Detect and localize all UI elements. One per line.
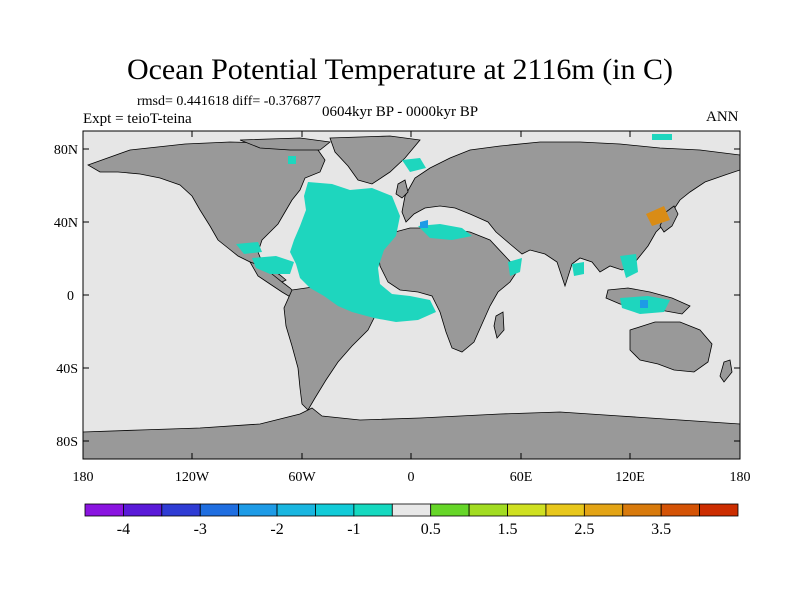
lat-label-40s: 40S — [56, 362, 78, 377]
colorbar-swatch — [430, 503, 470, 517]
anomaly-mediterranean — [418, 224, 472, 240]
colorbar-label: -3 — [194, 521, 207, 538]
colorbar-swatch — [468, 503, 508, 517]
lon-label-120w: 120W — [175, 470, 210, 485]
lat-label-40n: 40N — [54, 216, 78, 231]
colorbar-label: -1 — [347, 521, 360, 538]
colorbar-label: 3.5 — [651, 521, 671, 538]
lon-label-120e: 120E — [615, 470, 645, 485]
lon-ticks — [82, 131, 741, 459]
colorbar-swatch — [199, 503, 240, 517]
anomaly-arctic-2 — [288, 156, 296, 164]
lat-label-0: 0 — [67, 289, 74, 304]
lon-label-180w: 180 — [73, 470, 94, 485]
colorbar: -4 -3 -2 -1 0.5 1.5 2.5 3.5 — [84, 503, 739, 538]
anomaly-indian — [508, 258, 522, 276]
colorbar-swatch — [276, 503, 316, 517]
colorbar-swatch — [238, 503, 278, 517]
anomaly-indian-2 — [572, 262, 584, 276]
colorbar-swatch — [507, 503, 547, 517]
land-madagascar — [493, 311, 505, 339]
colorbar-label: 1.5 — [498, 521, 518, 538]
anomaly-blue-indonesia — [640, 300, 648, 308]
colorbar-label: 2.5 — [574, 521, 594, 538]
lon-label-0: 0 — [408, 470, 415, 485]
anomaly-caribbean — [252, 256, 294, 274]
colorbar-swatch — [353, 503, 393, 517]
colorbar-swatch — [699, 503, 739, 517]
anomaly-arctic — [402, 158, 426, 172]
colorbar-swatch — [583, 503, 624, 517]
colorbar-swatch — [161, 503, 201, 517]
colorbar-swatch — [660, 503, 700, 517]
land-africa — [377, 227, 519, 353]
colorbar-swatch — [315, 503, 355, 517]
colorbar-swatch — [123, 503, 163, 517]
lat-label-80n: 80N — [54, 143, 78, 158]
land-australia — [629, 321, 713, 373]
lon-label-60e: 60E — [510, 470, 533, 485]
colorbar-label: -4 — [117, 521, 130, 538]
land-greenland — [329, 135, 421, 185]
land-british-isles — [395, 179, 409, 199]
anomaly-north-pacific-arctic — [652, 134, 672, 140]
anomaly-pacific-wp — [620, 254, 638, 278]
lat-label-80s: 80S — [56, 435, 78, 450]
chart-title: Ocean Potential Temperature at 2116m (in… — [126, 53, 674, 86]
experiment-label: Expt = teioT-teina — [83, 111, 192, 127]
colorbar-label: 0.5 — [421, 521, 441, 538]
anomaly-atlantic — [290, 182, 436, 322]
lat-ticks — [83, 148, 740, 442]
lon-label-60w: 60W — [288, 470, 316, 485]
lon-label-180e: 180 — [730, 470, 751, 485]
land-new-zealand — [719, 359, 733, 383]
colorbar-swatch — [545, 503, 585, 517]
land-arctic-islands — [239, 137, 331, 151]
anomaly-blue-mediterranean — [420, 220, 428, 228]
anomaly-gulf — [236, 242, 262, 254]
colorbar-swatch — [84, 503, 124, 517]
stats-label: rmsd= 0.441618 diff= -0.376877 — [137, 94, 321, 109]
colorbar-swatch — [391, 503, 432, 517]
season-label: ANN — [706, 109, 739, 125]
period-label: 0604kyr BP - 0000kyr BP — [322, 104, 479, 120]
anomaly-warm-east-asia — [646, 206, 670, 226]
colorbar-swatch — [622, 503, 662, 517]
colorbar-label: -2 — [270, 521, 283, 538]
land-antarctica — [83, 407, 740, 459]
